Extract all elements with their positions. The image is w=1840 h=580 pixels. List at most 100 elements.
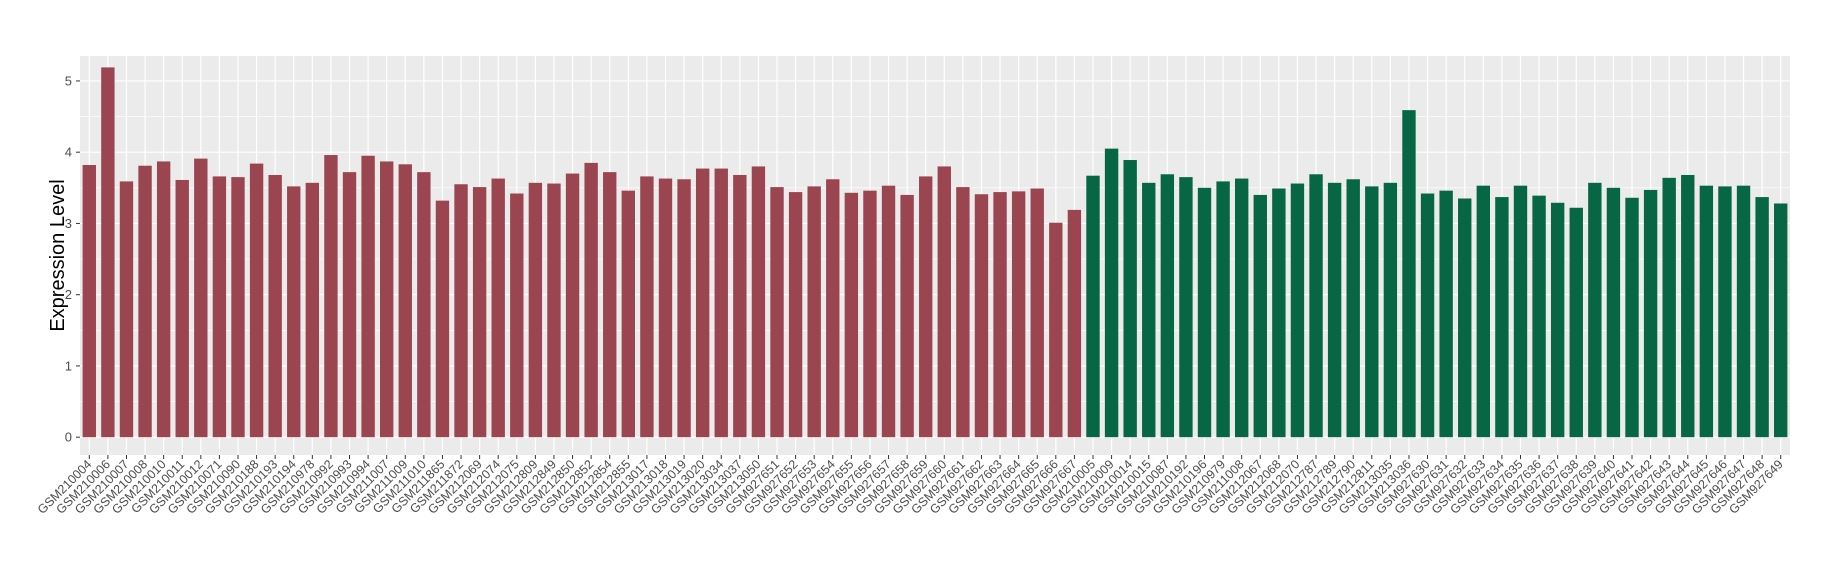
bar (770, 187, 784, 438)
bar (603, 172, 617, 438)
bar (101, 67, 115, 438)
bar (1643, 189, 1658, 438)
bar (491, 178, 505, 438)
bar (1011, 191, 1026, 438)
bar (1327, 182, 1342, 438)
bar (1216, 181, 1230, 438)
bar (1439, 190, 1453, 438)
y-tick-label: 4 (65, 145, 72, 160)
bar (82, 165, 96, 438)
bar (156, 161, 171, 438)
bar (1755, 197, 1769, 438)
bar (1681, 174, 1695, 438)
y-tick-label: 3 (65, 216, 72, 231)
bar (1197, 187, 1212, 438)
bar (324, 155, 338, 438)
bar (1160, 174, 1175, 438)
bar (1625, 197, 1639, 438)
bar (305, 182, 320, 438)
bar (677, 179, 691, 438)
bar (658, 178, 673, 438)
bar (398, 164, 412, 438)
bar (138, 165, 152, 438)
bar (1049, 222, 1063, 438)
bar (714, 168, 728, 438)
bar (1606, 187, 1621, 438)
bar (751, 166, 766, 438)
bar (435, 200, 450, 438)
bar (1067, 209, 1082, 438)
bar (1142, 182, 1156, 438)
bar (733, 174, 747, 438)
bar (1123, 160, 1137, 438)
bar (194, 158, 208, 438)
bar (1346, 179, 1360, 438)
bar (1532, 195, 1546, 438)
bar (454, 184, 468, 438)
bar (844, 192, 859, 438)
bar (1420, 193, 1435, 438)
bar (956, 187, 970, 438)
bar (1365, 186, 1379, 438)
bar (974, 194, 989, 438)
bar (565, 173, 580, 438)
y-tick-label: 0 (65, 430, 72, 445)
bar (249, 163, 264, 438)
bar (1662, 177, 1676, 438)
x-axis: GSM210004GSM210006GSM210007GSM210008GSM2… (35, 455, 1786, 517)
bar (1402, 110, 1416, 438)
bar (826, 179, 840, 438)
bar (510, 193, 524, 438)
bar (919, 176, 933, 438)
bar (1104, 148, 1119, 438)
bar (1699, 185, 1714, 438)
bar (584, 162, 598, 438)
bar (212, 176, 227, 438)
bar (1383, 182, 1398, 438)
bar (1476, 185, 1491, 438)
bar (695, 168, 710, 438)
bar (287, 186, 301, 438)
bar (547, 183, 561, 438)
bar (1588, 182, 1602, 438)
bar (1309, 174, 1323, 438)
bar (472, 187, 487, 438)
bar (119, 181, 134, 438)
bar (1736, 185, 1751, 438)
bar (1086, 175, 1100, 438)
bar (175, 179, 189, 438)
bar (900, 194, 914, 438)
bar (342, 172, 357, 438)
bar (231, 177, 245, 438)
bar (1272, 188, 1286, 438)
bar (807, 186, 821, 438)
bar (1513, 185, 1528, 438)
bar (1774, 203, 1788, 438)
bar (640, 176, 654, 438)
bar (361, 155, 375, 438)
bar (1495, 197, 1509, 438)
bar (1179, 177, 1193, 438)
bar (1030, 188, 1044, 438)
bar (788, 192, 803, 438)
y-tick-label: 5 (65, 73, 72, 88)
bar (1550, 202, 1565, 438)
bar (1458, 198, 1472, 438)
bar (1290, 183, 1305, 438)
bar (1718, 186, 1732, 438)
bar (1234, 178, 1249, 438)
bar (528, 182, 543, 438)
bar (1253, 194, 1267, 438)
y-tick-label: 1 (65, 358, 72, 373)
bar (881, 185, 896, 438)
bar (1569, 207, 1583, 438)
bar (937, 166, 951, 438)
bar (863, 190, 877, 438)
y-tick-label: 2 (65, 287, 72, 302)
y-axis-title: Expression Level (47, 179, 69, 331)
bar (268, 174, 282, 438)
y-axis: 0 1 2 3 4 5 (65, 73, 80, 445)
bar (993, 192, 1007, 438)
bar (621, 190, 636, 438)
